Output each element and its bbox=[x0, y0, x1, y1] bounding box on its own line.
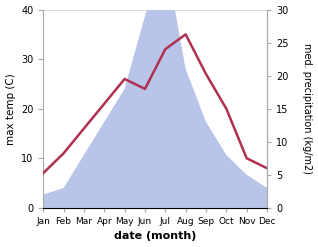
Y-axis label: med. precipitation (kg/m2): med. precipitation (kg/m2) bbox=[302, 43, 313, 174]
Y-axis label: max temp (C): max temp (C) bbox=[5, 73, 16, 144]
X-axis label: date (month): date (month) bbox=[114, 231, 196, 242]
